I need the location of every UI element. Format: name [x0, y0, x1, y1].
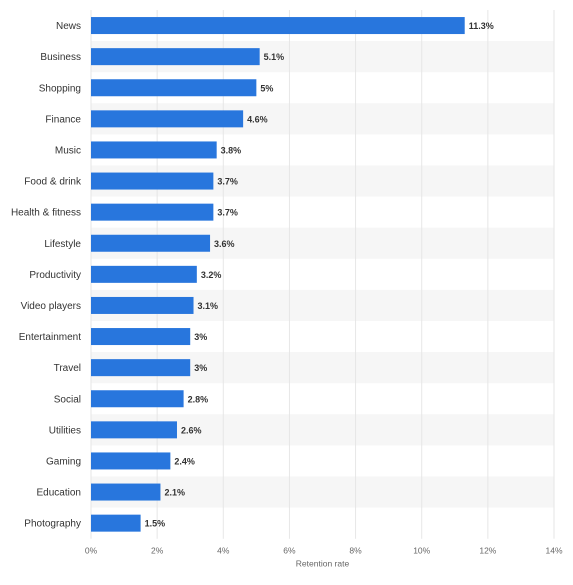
bar — [91, 234, 211, 252]
category-label: Video players — [21, 301, 81, 312]
value-label: 3.1% — [198, 301, 219, 311]
category-label: Photography — [24, 519, 81, 530]
x-axis-title: Retention rate — [296, 559, 350, 569]
category-label: Shopping — [39, 83, 81, 94]
value-label: 3.7% — [217, 208, 238, 218]
x-tick-label: 10% — [413, 546, 430, 556]
value-label: 5.1% — [264, 52, 285, 62]
value-label: 1.5% — [145, 519, 166, 529]
value-label: 3.7% — [217, 177, 238, 187]
bars — [91, 17, 465, 532]
category-label: Gaming — [46, 456, 81, 467]
category-label: News — [56, 21, 81, 32]
bar — [91, 359, 191, 377]
value-labels: 11.3% 5.1% 5% 4.6% 3.8% 3.7% 3.7% 3.6% 3.2% 3.1% 3… — [145, 21, 494, 529]
bar — [91, 421, 177, 439]
category-labels: News Business Shopping Finance Music Food & d… — [11, 21, 82, 530]
value-label: 11.3% — [469, 21, 494, 31]
value-label: 5% — [260, 83, 273, 93]
value-label: 3.2% — [201, 270, 222, 280]
row-band — [91, 476, 554, 508]
bar — [91, 452, 171, 470]
value-label: 2.6% — [181, 425, 202, 435]
x-tick-label: 0% — [85, 546, 98, 556]
value-label: 3% — [194, 332, 207, 342]
x-tick-label: 14% — [545, 546, 562, 556]
value-label: 2.4% — [174, 456, 195, 466]
x-tick-label: 4% — [217, 546, 230, 556]
bar — [91, 265, 197, 283]
value-label: 3% — [194, 363, 207, 373]
category-label: Entertainment — [19, 332, 81, 343]
value-label: 2.8% — [188, 394, 209, 404]
category-label: Business — [40, 52, 81, 63]
category-label: Education — [37, 488, 81, 499]
bar — [91, 296, 194, 314]
category-label: Finance — [45, 114, 81, 125]
category-label: Lifestyle — [44, 239, 81, 250]
x-axis-ticks: 0% 2% 4% 6% 8% 10% 12% 14% — [85, 546, 563, 556]
bar — [91, 141, 217, 159]
bar — [91, 328, 191, 346]
x-tick-label: 8% — [349, 546, 362, 556]
value-label: 3.6% — [214, 239, 235, 249]
value-label: 4.6% — [247, 114, 268, 124]
bar — [91, 48, 260, 66]
bar — [91, 483, 161, 501]
x-tick-label: 2% — [151, 546, 164, 556]
category-label: Productivity — [29, 270, 81, 281]
bar — [91, 203, 214, 221]
bar — [91, 110, 244, 128]
bar — [91, 17, 465, 35]
category-label: Music — [55, 145, 81, 156]
value-label: 3.8% — [221, 145, 242, 155]
category-label: Health & fitness — [11, 208, 81, 219]
x-tick-label: 6% — [283, 546, 296, 556]
bar — [91, 79, 257, 97]
bar — [91, 172, 214, 190]
category-label: Utilities — [49, 425, 81, 436]
bar — [91, 390, 184, 408]
category-label: Travel — [54, 363, 81, 374]
value-label: 2.1% — [164, 488, 185, 498]
category-label: Food & drink — [24, 177, 82, 188]
category-label: Social — [54, 394, 81, 405]
bar — [91, 514, 141, 532]
x-tick-label: 12% — [479, 546, 496, 556]
